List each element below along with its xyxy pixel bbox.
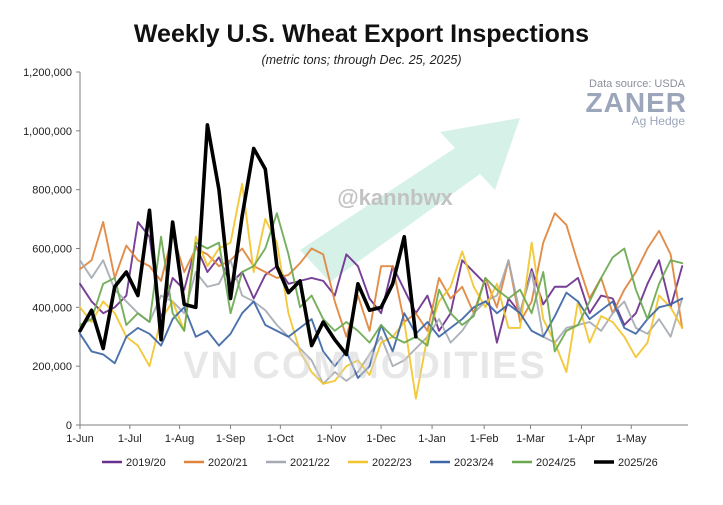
legend-label: 2022/23 bbox=[372, 457, 412, 469]
x-tick-label: 1-Aug bbox=[165, 433, 194, 445]
chart-title: Weekly U.S. Wheat Export Inspections bbox=[133, 20, 590, 48]
x-tick-label: 1-Sep bbox=[216, 433, 245, 445]
y-tick-label: 600,000 bbox=[32, 244, 72, 256]
legend-label: 2020/21 bbox=[208, 457, 248, 469]
company-watermark: VN COMMODITIES bbox=[183, 345, 547, 387]
y-tick-label: 800,000 bbox=[32, 185, 72, 197]
y-ticks: 0 200,000 400,000 600,000 800,000 1,000,000 1,… bbox=[23, 67, 80, 432]
series-line-2021-22 bbox=[79, 259, 684, 385]
x-tick-label: 1-Nov bbox=[317, 433, 347, 445]
zaner-logo: ZANER bbox=[585, 87, 687, 118]
legend-label: 2025/26 bbox=[618, 457, 658, 469]
y-tick-label: 0 bbox=[66, 420, 72, 432]
x-tick-label: 1-Mar bbox=[516, 433, 545, 445]
series-layer bbox=[78, 123, 684, 400]
series-line-2024-25 bbox=[79, 212, 684, 353]
trend-arrow-watermark bbox=[300, 118, 520, 282]
x-tick-label: 1-Oct bbox=[267, 433, 294, 445]
series-line-2020-21 bbox=[79, 212, 684, 338]
legend-label: 2023/24 bbox=[454, 457, 494, 469]
x-tick-label: 1-Jul bbox=[118, 433, 142, 445]
legend-label: 2024/25 bbox=[536, 457, 576, 469]
x-tick-label: 1-Dec bbox=[366, 433, 396, 445]
x-ticks: 1-Jun 1-Jul 1-Aug 1-Sep 1-Oct 1-Nov 1-Dec 1-Jan… bbox=[66, 425, 647, 445]
y-tick-label: 200,000 bbox=[32, 361, 72, 373]
legend-label: 2019/20 bbox=[126, 457, 166, 469]
series-line-2025-26 bbox=[78, 123, 418, 357]
x-tick-label: 1-May bbox=[616, 433, 647, 445]
x-tick-label: 1-Jan bbox=[418, 433, 446, 445]
handle-watermark: @kannbwx bbox=[337, 185, 453, 210]
y-tick-label: 1,200,000 bbox=[23, 67, 72, 79]
zaner-logo-subtitle: Ag Hedge bbox=[631, 114, 685, 128]
company-watermark-layer: VN COMMODITIES bbox=[183, 345, 547, 387]
x-tick-label: 1-Apr bbox=[568, 433, 595, 445]
legend-label: 2021/22 bbox=[290, 457, 330, 469]
watermark-layer: @kannbwx bbox=[300, 118, 520, 282]
legend: 2019/20 2020/21 2021/22 2022/23 2023/24 2024/… bbox=[102, 457, 658, 469]
y-tick-label: 400,000 bbox=[32, 302, 72, 314]
x-tick-label: 1-Feb bbox=[470, 433, 499, 445]
y-tick-label: 1,000,000 bbox=[23, 126, 72, 138]
chart-subtitle: (metric tons; through Dec. 25, 2025) bbox=[261, 53, 462, 67]
x-tick-label: 1-Jun bbox=[66, 433, 94, 445]
data-source-label: Data source: USDA bbox=[589, 78, 685, 90]
